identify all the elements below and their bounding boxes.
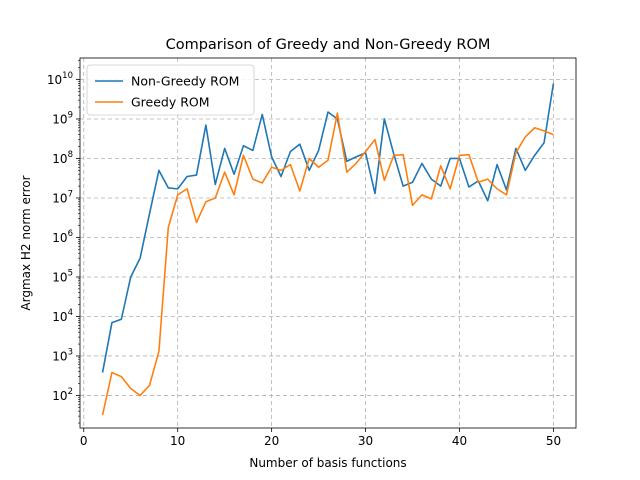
legend-box: [86, 64, 255, 116]
x-tick-label: 40: [452, 434, 467, 448]
legend-label: Non-Greedy ROM: [131, 74, 239, 89]
x-tick-label: 50: [546, 434, 561, 448]
chart-title: Comparison of Greedy and Non-Greedy ROM: [166, 37, 491, 53]
y-tick-label: 102: [52, 387, 73, 403]
y-tick-label: 109: [52, 110, 73, 126]
plot-frame: [79, 57, 577, 429]
legend-label: Greedy ROM: [131, 95, 210, 110]
x-tick-label: 10: [170, 434, 185, 448]
x-tick-label: 30: [358, 434, 373, 448]
y-tick-label: 107: [52, 189, 73, 205]
x-axis-label: Number of basis functions: [249, 456, 406, 470]
x-tick-label: 20: [264, 434, 279, 448]
y-axis-label: Argmax H2 norm error: [19, 175, 33, 310]
x-tick-label: 0: [80, 434, 88, 448]
y-axis: 102 103 104 105 106 107 108 109 1010: [47, 60, 80, 424]
y-tick-label: 108: [52, 150, 73, 166]
series-lines: [101, 83, 555, 416]
x-axis: 0 10 20 30 40 50: [80, 428, 561, 448]
y-tick-label: 1010: [47, 71, 73, 87]
y-tick-label: 106: [52, 229, 73, 245]
y-tick-label: 104: [52, 308, 73, 324]
series-line-1: [101, 112, 554, 416]
y-tick-label: 105: [52, 268, 73, 284]
legend: Non-Greedy ROM Greedy ROM: [86, 64, 255, 116]
y-tick-label: 103: [52, 347, 73, 363]
